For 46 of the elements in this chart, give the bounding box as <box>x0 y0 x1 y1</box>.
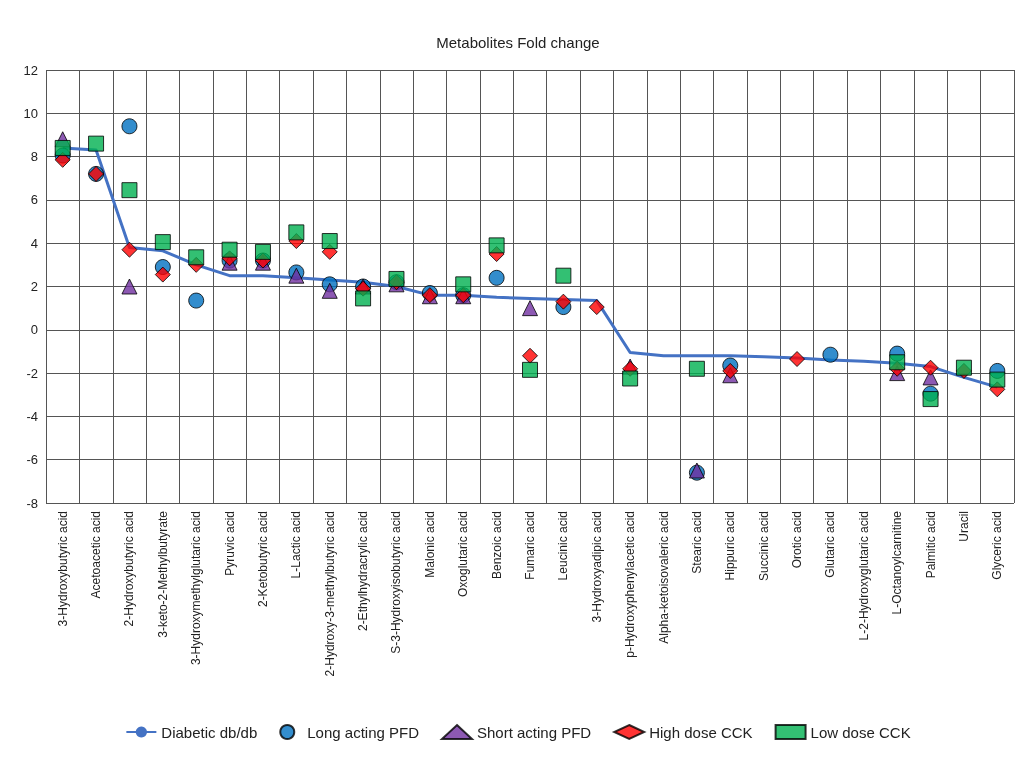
x-tick-label: L-Lactic acid <box>289 511 304 579</box>
x-tick-label: Glutaric acid <box>823 511 838 578</box>
x-tick-label: Palmitic acid <box>923 511 938 579</box>
x-tick-label: Oxoglutaric acid <box>456 511 471 598</box>
x-tick-label: Glyceric acid <box>990 511 1005 580</box>
legend-label: Diabetic db/db <box>161 723 258 741</box>
x-tick-label: Malonic acid <box>422 511 437 578</box>
x-tick-label: Succinic acid <box>756 511 771 582</box>
y-tick-label: 6 <box>30 192 38 208</box>
x-tick-label: 2-Hydroxy-3-methylbutyric acid <box>322 511 337 677</box>
x-tick-label: 3-Hydroxymethylglutaric acid <box>189 511 204 666</box>
x-tick-label: 2-Ketobutyric acid <box>255 511 270 608</box>
x-tick-label: p-Hydroxyphenylacetic acid <box>623 511 638 658</box>
x-tick-label: 3-Hydroxyadipic acid <box>589 511 604 623</box>
x-tick-label: Orotic acid <box>790 511 805 569</box>
x-tick-label: Pyruvic acid <box>222 511 237 576</box>
y-tick-label: -4 <box>26 408 38 424</box>
x-tick-label: Hippuric acid <box>723 511 738 581</box>
legend-label: Long acting PFD <box>307 723 420 741</box>
y-tick-label: 0 <box>30 322 38 338</box>
x-tick-label: 2-Ethylhydracrylic acid <box>356 511 371 632</box>
legend-label: Low dose CCK <box>810 723 911 741</box>
y-tick-label: -6 <box>26 452 38 468</box>
x-tick-label: Uracil <box>956 511 971 542</box>
x-tick-label: 2-Hydroxybutyric acid <box>122 511 137 627</box>
y-tick-label: -8 <box>26 495 38 511</box>
y-tick-label: 2 <box>30 279 38 294</box>
x-tick-label: L-2-Hydroxyglutaric acid <box>856 511 871 641</box>
legend-label: Short acting PFD <box>476 723 592 741</box>
y-tick-label: 4 <box>30 235 38 251</box>
x-tick-label: Alpha-ketoisovaleric acid <box>656 511 671 644</box>
x-tick-label: Leucinic acid <box>556 511 571 581</box>
y-tick-label: 10 <box>23 105 38 121</box>
y-tick-label: -2 <box>26 365 38 381</box>
x-tick-label: 3-keto-2-Methylbutyrate <box>155 510 170 638</box>
x-tick-label: Stearic acid <box>689 511 704 574</box>
y-tick-label: 12 <box>23 62 38 78</box>
x-tick-label: Fumaric acid <box>523 511 537 580</box>
x-tick-label: L-Octanoylcarnitine <box>890 510 905 615</box>
x-tick-label: S-3-Hydroxyisobutyric acid <box>389 511 404 654</box>
x-tick-label: Benzoic acid <box>489 511 504 580</box>
x-tick-label: 3-Hydroxybutyric acid <box>55 511 70 627</box>
legend-label: High dose CCK <box>649 723 753 741</box>
y-tick-label: 8 <box>30 149 38 165</box>
x-tick-label: Acetoacetic acid <box>89 511 104 599</box>
chart-title: Metabolites Fold change <box>436 34 600 51</box>
